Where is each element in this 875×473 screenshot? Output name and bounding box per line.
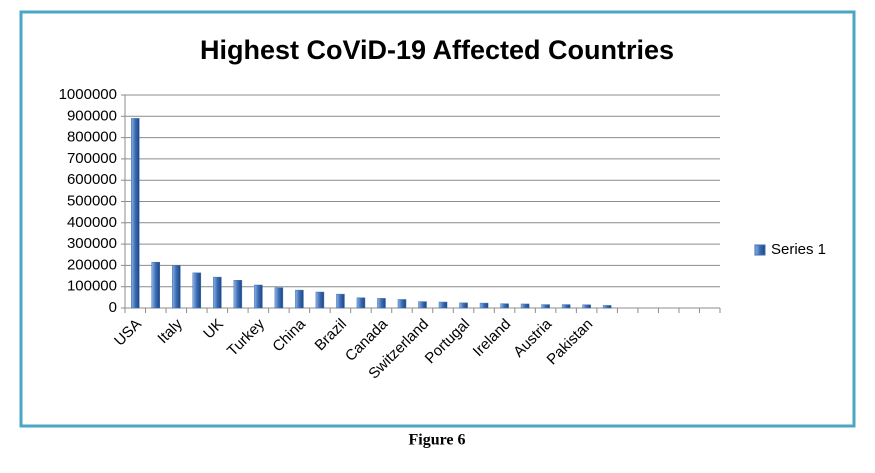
bar <box>254 284 263 309</box>
bar <box>274 287 284 309</box>
bar <box>459 302 468 309</box>
caption: Figure 6 <box>408 432 465 449</box>
bar <box>315 291 325 309</box>
bar <box>377 298 386 309</box>
y-tick-label: 700000 <box>67 150 117 167</box>
bar <box>602 305 612 309</box>
bar <box>582 304 591 309</box>
bar <box>233 280 243 309</box>
bar <box>151 261 161 309</box>
legend-label: Series 1 <box>771 241 826 258</box>
chart-frame <box>19 10 856 428</box>
bar <box>336 293 345 309</box>
y-tick-label: 900000 <box>67 107 117 124</box>
bar <box>397 299 407 309</box>
y-tick-label: 600000 <box>67 171 117 188</box>
bar <box>541 304 550 309</box>
y-tick-label: 100000 <box>67 278 117 295</box>
bar <box>356 297 366 309</box>
bar <box>500 303 509 309</box>
bar <box>438 301 448 309</box>
bar <box>520 303 530 309</box>
bar <box>418 301 427 309</box>
bar <box>172 265 181 309</box>
bar <box>561 304 571 309</box>
y-tick-label: 1000000 <box>59 86 117 103</box>
bar <box>192 272 202 309</box>
y-tick-label: 500000 <box>67 192 117 209</box>
y-tick-label: 0 <box>109 299 117 316</box>
bar <box>131 118 140 309</box>
y-tick-label: 300000 <box>67 235 117 252</box>
legend-swatch <box>754 244 766 256</box>
bar <box>213 276 222 309</box>
bar <box>479 302 489 309</box>
y-tick-label: 800000 <box>67 129 117 146</box>
chart-title: Highest CoViD-19 Affected Countries <box>200 35 674 65</box>
bar <box>295 289 304 309</box>
y-tick-label: 200000 <box>67 256 117 273</box>
y-tick-label: 400000 <box>67 214 117 231</box>
